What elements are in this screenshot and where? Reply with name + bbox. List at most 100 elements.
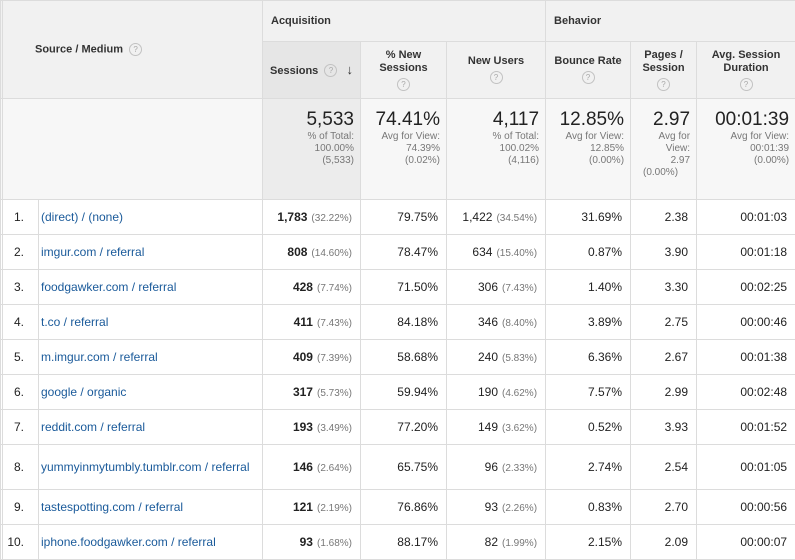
source-medium-link[interactable]: iphone.foodgawker.com / referral: [39, 525, 263, 560]
row-index: 4.: [3, 305, 39, 340]
row-index: 10.: [3, 525, 39, 560]
pct-new-sessions-cell: 58.68%: [361, 340, 447, 375]
table-body: 1.(direct) / (none)1,783(32.22%)79.75%1,…: [1, 200, 795, 560]
totals-label-cell: [3, 99, 263, 200]
help-icon[interactable]: ?: [657, 78, 670, 91]
sessions-value: 411: [294, 315, 313, 329]
bounce-rate-cell: 2.15%: [546, 525, 631, 560]
help-icon[interactable]: ?: [490, 71, 503, 84]
source-medium-link[interactable]: (direct) / (none): [39, 200, 263, 235]
pages-session-header[interactable]: Pages / Session ?: [631, 42, 697, 99]
pages-session-cell: 2.70: [631, 490, 697, 525]
bounce-rate-cell: 7.57%: [546, 375, 631, 410]
new-users-cell: 240(5.83%): [447, 340, 546, 375]
help-icon[interactable]: ?: [324, 64, 337, 77]
total-sub: Avg for View:: [697, 131, 789, 143]
new-users-cell: 346 (8.40%): [447, 305, 546, 340]
sessions-label: Sessions: [270, 65, 318, 77]
help-icon[interactable]: ?: [740, 78, 753, 91]
pct-new-sessions-label: % New Sessions: [379, 49, 427, 74]
pct-new-sessions-header[interactable]: % New Sessions ?: [361, 42, 447, 99]
new-users-value: 346: [478, 315, 498, 329]
new-users-percent: (5.83%): [502, 353, 537, 364]
sessions-value: 409: [293, 350, 313, 364]
source-medium-link[interactable]: google / organic: [39, 375, 263, 410]
pages-session-cell: 2.75: [631, 305, 697, 340]
sessions-percent: (2.64%): [317, 463, 352, 474]
help-icon[interactable]: ?: [582, 71, 595, 84]
total-sub: % of Total:: [263, 131, 354, 143]
total-sub: 00:01:39: [697, 143, 789, 155]
sessions-percent: (3.49%): [317, 423, 352, 434]
bounce-rate-cell: 3.89%: [546, 305, 631, 340]
row-index: 7.: [3, 410, 39, 445]
new-users-cell: 634 (15.40%): [447, 235, 546, 270]
sessions-cell: 409(7.39%): [263, 340, 361, 375]
avg-session-duration-header[interactable]: Avg. Session Duration ?: [697, 42, 795, 99]
sort-descending-icon[interactable]: ↓: [347, 62, 354, 77]
sessions-header[interactable]: Sessions ? ↓: [263, 42, 361, 99]
new-users-value: 82: [485, 535, 498, 549]
source-medium-label: Source / Medium: [35, 43, 123, 55]
avg-session-duration-cell: 00:01:38: [697, 340, 795, 375]
source-medium-link[interactable]: imgur.com / referral: [39, 235, 263, 270]
sessions-cell: 121(2.19%): [263, 490, 361, 525]
new-users-cell: 93(2.26%): [447, 490, 546, 525]
sessions-percent: (1.68%): [317, 538, 352, 549]
total-value: 74.41%: [361, 109, 440, 131]
bounce-rate-header[interactable]: Bounce Rate ?: [546, 42, 631, 99]
new-users-value: 634: [472, 245, 492, 259]
sessions-cell: 146(2.64%): [263, 445, 361, 490]
pct-new-sessions-cell: 78.47%: [361, 235, 447, 270]
row-index: 1.: [3, 200, 39, 235]
source-medium-header[interactable]: Source / Medium ?: [3, 1, 263, 99]
new-users-value: 1,422: [462, 210, 492, 224]
total-new-users: 4,117 % of Total: 100.02% (4,116): [447, 99, 546, 200]
new-users-header[interactable]: New Users ?: [447, 42, 546, 99]
avg-session-duration-cell: 00:02:48: [697, 375, 795, 410]
pct-new-sessions-cell: 84.18%: [361, 305, 447, 340]
acquisition-group-header: Acquisition: [263, 1, 546, 42]
sessions-value: 1,783: [277, 210, 307, 224]
total-sub: Avg for View:: [361, 131, 440, 143]
new-users-percent: (15.40%): [496, 248, 537, 259]
sessions-cell: 193(3.49%): [263, 410, 361, 445]
pages-session-cell: 2.09: [631, 525, 697, 560]
pages-session-cell: 3.93: [631, 410, 697, 445]
sessions-value: 808: [287, 245, 307, 259]
help-icon[interactable]: ?: [397, 78, 410, 91]
pct-new-sessions-cell: 59.94%: [361, 375, 447, 410]
avg-session-duration-cell: 00:00:07: [697, 525, 795, 560]
source-medium-link[interactable]: reddit.com / referral: [39, 410, 263, 445]
source-medium-link[interactable]: t.co / referral: [39, 305, 263, 340]
bounce-rate-cell: 0.52%: [546, 410, 631, 445]
new-users-percent: (8.40%): [502, 318, 537, 329]
pages-session-cell: 2.38: [631, 200, 697, 235]
total-pages-session: 2.97 Avg for View: 2.97 (0.00%): [631, 99, 697, 200]
avg-session-duration-cell: 00:01:52: [697, 410, 795, 445]
total-sub: 12.85%: [546, 143, 624, 155]
bounce-rate-cell: 0.83%: [546, 490, 631, 525]
help-icon[interactable]: ?: [129, 43, 142, 56]
pct-new-sessions-cell: 88.17%: [361, 525, 447, 560]
source-medium-link[interactable]: yummyinmytumbly.tumblr.com / referral: [39, 445, 263, 490]
new-users-percent: (2.33%): [502, 463, 537, 474]
avg-session-duration-cell: 00:01:05: [697, 445, 795, 490]
total-sub: % of Total:: [447, 131, 539, 143]
new-users-percent: (2.26%): [502, 503, 537, 514]
new-users-cell: 149(3.62%): [447, 410, 546, 445]
source-medium-link[interactable]: tastespotting.com / referral: [39, 490, 263, 525]
bounce-rate-cell: 31.69%: [546, 200, 631, 235]
bounce-rate-cell: 0.87%: [546, 235, 631, 270]
total-value: 2.97: [631, 109, 690, 131]
new-users-label: New Users: [468, 55, 524, 67]
source-medium-link[interactable]: foodgawker.com / referral: [39, 270, 263, 305]
pages-session-cell: 2.67: [631, 340, 697, 375]
source-medium-link[interactable]: m.imgur.com / referral: [39, 340, 263, 375]
